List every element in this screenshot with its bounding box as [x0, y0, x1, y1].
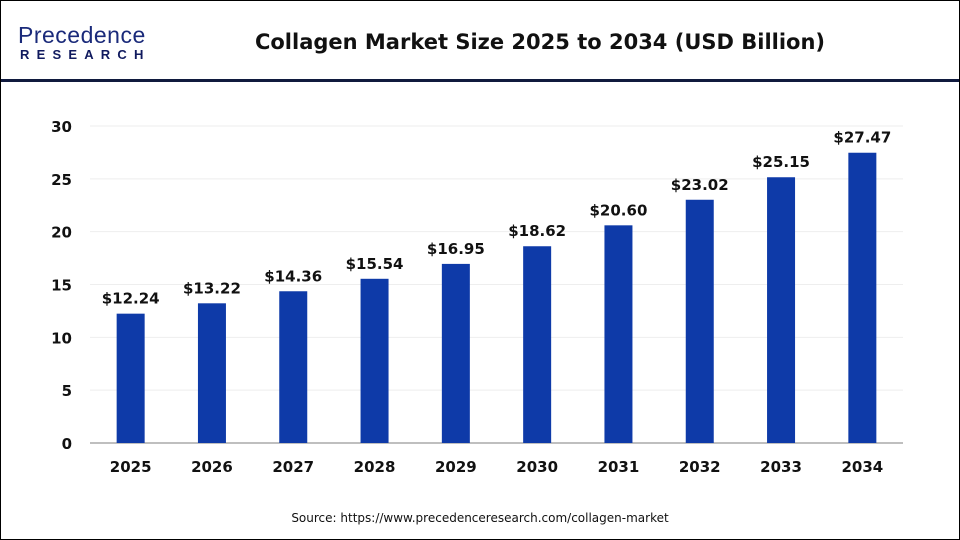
data-label: $12.24 [102, 290, 160, 308]
y-tick-label: 20 [51, 224, 72, 242]
data-label: $20.60 [590, 201, 648, 219]
precedence-research-logo: Precedence RESEARCH [18, 22, 158, 62]
data-label: $15.54 [346, 255, 404, 273]
logo-line1: Precedence [18, 22, 146, 48]
header-divider [1, 79, 959, 82]
x-tick-label: 2029 [435, 458, 477, 476]
data-label: $13.22 [183, 279, 241, 297]
bar-2033 [767, 177, 796, 443]
bar-2032 [685, 199, 714, 443]
bar-2028 [360, 278, 389, 443]
x-tick-label: 2030 [516, 458, 558, 476]
y-tick-label: 5 [62, 382, 72, 400]
data-label: $27.47 [833, 129, 891, 147]
bar-2029 [441, 263, 470, 443]
y-tick-label: 10 [51, 329, 72, 347]
x-tick-label: 2028 [354, 458, 396, 476]
y-tick-label: 30 [51, 118, 72, 136]
data-label: $25.15 [752, 153, 810, 171]
logo-line2: RESEARCH [20, 47, 151, 62]
y-tick-label: 15 [51, 277, 72, 295]
chart-title: Collagen Market Size 2025 to 2034 (USD B… [254, 30, 826, 54]
data-label: $23.02 [671, 176, 729, 194]
y-tick-label: 25 [51, 171, 72, 189]
x-tick-label: 2027 [272, 458, 314, 476]
data-label: $16.95 [427, 240, 485, 258]
data-label: $18.62 [508, 222, 566, 240]
bar-2026 [197, 303, 226, 443]
x-tick-label: 2025 [110, 458, 152, 476]
bar-2025 [116, 313, 145, 443]
x-tick-label: 2026 [191, 458, 233, 476]
x-tick-label: 2034 [841, 458, 883, 476]
data-label: $14.36 [264, 267, 322, 285]
bar-2027 [279, 291, 308, 443]
x-tick-label: 2033 [760, 458, 802, 476]
source-note: Source: https://www.precedenceresearch.c… [291, 511, 669, 525]
y-tick-label: 0 [62, 435, 72, 453]
bar-2031 [604, 225, 633, 443]
bar-2030 [523, 246, 552, 443]
bar-2034 [848, 152, 877, 443]
x-tick-label: 2031 [598, 458, 640, 476]
x-tick-label: 2032 [679, 458, 721, 476]
